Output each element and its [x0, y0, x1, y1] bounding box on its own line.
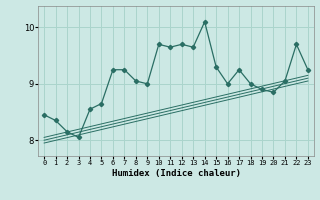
X-axis label: Humidex (Indice chaleur): Humidex (Indice chaleur): [111, 169, 241, 178]
